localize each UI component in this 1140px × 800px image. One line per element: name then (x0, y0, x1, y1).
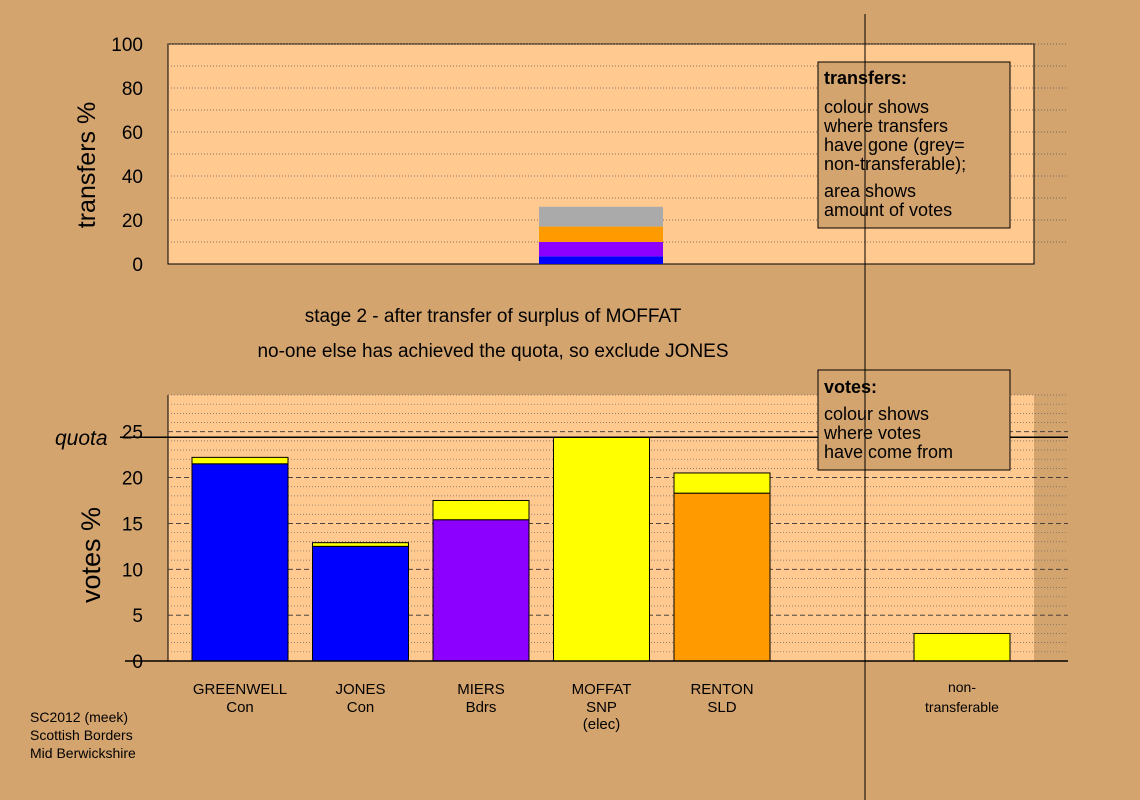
transfers-y-tick-label: 40 (122, 167, 143, 188)
transfers-segment (539, 206, 663, 227)
votes-legend-title: votes: (824, 377, 877, 397)
footer-line: SC2012 (meek) (30, 709, 128, 725)
votes-legend-line: where votes (823, 423, 921, 443)
candidate-name: GREENWELL (193, 681, 287, 698)
stage-subtitle: no-one else has achieved the quota, so e… (257, 341, 728, 362)
transfers-segment (539, 226, 663, 242)
votes-legend-line: have come from (824, 442, 953, 462)
votes-y-axis-label: votes % (76, 507, 106, 603)
votes-bar-transfer (312, 542, 409, 547)
candidate-party: Con (226, 699, 254, 716)
votes-y-tick-label: 15 (122, 514, 143, 535)
transfers-legend-box (817, 61, 1011, 229)
nontransferable-label: transferable (925, 699, 999, 715)
transfers-legend-line: have gone (grey= (824, 135, 965, 155)
transfers-y-tick-label: 0 (132, 255, 143, 276)
votes-legend-box (817, 369, 1011, 471)
transfers-y-tick-label: 20 (122, 211, 143, 232)
transfers-y-axis-label: transfers % (73, 102, 101, 228)
transfers-panel: 0 20 40 60 80 100 transfers % transfers: colo… (73, 35, 1068, 276)
transfers-segment (539, 256, 663, 264)
transfers-y-tick-label: 60 (122, 123, 143, 144)
votes-bar-transfer (673, 472, 771, 494)
votes-y-tick-label: 0 (132, 652, 143, 673)
candidate-party: Bdrs (466, 699, 497, 716)
votes-category-labels: GREENWELLConJONESConMIERSBdrsMOFFATSNP(e… (193, 679, 999, 733)
transfers-stacked-bar (539, 206, 663, 264)
footer-line: Mid Berwickshire (30, 745, 136, 761)
candidate-name: JONES (335, 681, 385, 698)
votes-legend-line: colour shows (824, 404, 929, 424)
votes-bar-base (312, 545, 409, 662)
votes-bars (191, 436, 1011, 662)
votes-y-tick-label: 25 (122, 423, 143, 444)
transfers-legend-line: where transfers (823, 116, 948, 136)
votes-y-tick-label: 20 (122, 469, 143, 490)
votes-bar-base (191, 463, 289, 662)
votes-bar-transfer (191, 456, 289, 465)
candidate-party: Con (347, 699, 375, 716)
candidate-name: RENTON (690, 681, 753, 698)
transfers-y-tick-label: 80 (122, 79, 143, 100)
transfers-segment (539, 242, 663, 257)
votes-legend: votes: colour shows where votes have com… (817, 369, 1011, 471)
candidate-name: MOFFAT (572, 681, 632, 698)
quota-label: quota (55, 427, 108, 450)
stage-title: stage 2 - after transfer of surplus of M… (305, 306, 682, 327)
transfers-legend: transfers: colour shows where transfers … (817, 61, 1011, 229)
votes-y-ticks: 0 5 10 15 20 25 (122, 423, 143, 673)
transfers-legend-line: amount of votes (824, 200, 952, 220)
transfers-legend-line: colour shows (824, 97, 929, 117)
candidate-party: SNP (586, 699, 617, 716)
transfers-legend-line: non-transferable); (824, 154, 966, 174)
nontransferable-bar (913, 632, 1011, 662)
votes-bar-base (432, 519, 530, 662)
nontransferable-label: non- (948, 679, 976, 695)
transfers-legend-line: area shows (824, 181, 916, 201)
candidate-name: MIERS (457, 681, 505, 698)
transfers-legend-title: transfers: (824, 68, 907, 88)
transfers-y-ticks: 0 20 40 60 80 100 (111, 35, 143, 276)
candidate-elected-note: (elec) (583, 716, 621, 733)
votes-bar-base (553, 436, 650, 662)
candidate-party: SLD (707, 699, 736, 716)
votes-y-tick-label: 10 (122, 560, 143, 581)
votes-y-tick-label: 5 (132, 606, 143, 627)
footer-line: Scottish Borders (30, 727, 133, 743)
votes-bar-base (673, 492, 771, 662)
transfers-y-tick-label: 100 (111, 35, 143, 56)
votes-bar-transfer (432, 499, 530, 521)
